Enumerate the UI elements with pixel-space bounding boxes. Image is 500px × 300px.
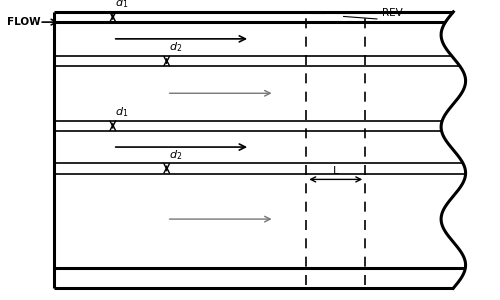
Text: REV: REV [382, 8, 403, 18]
Text: $d_1$: $d_1$ [115, 105, 128, 119]
Text: $d_2$: $d_2$ [169, 148, 182, 162]
Text: FLOW: FLOW [8, 17, 41, 27]
Text: $d_2$: $d_2$ [169, 41, 182, 55]
Text: L: L [332, 167, 339, 176]
Text: $d_1$: $d_1$ [115, 0, 128, 10]
